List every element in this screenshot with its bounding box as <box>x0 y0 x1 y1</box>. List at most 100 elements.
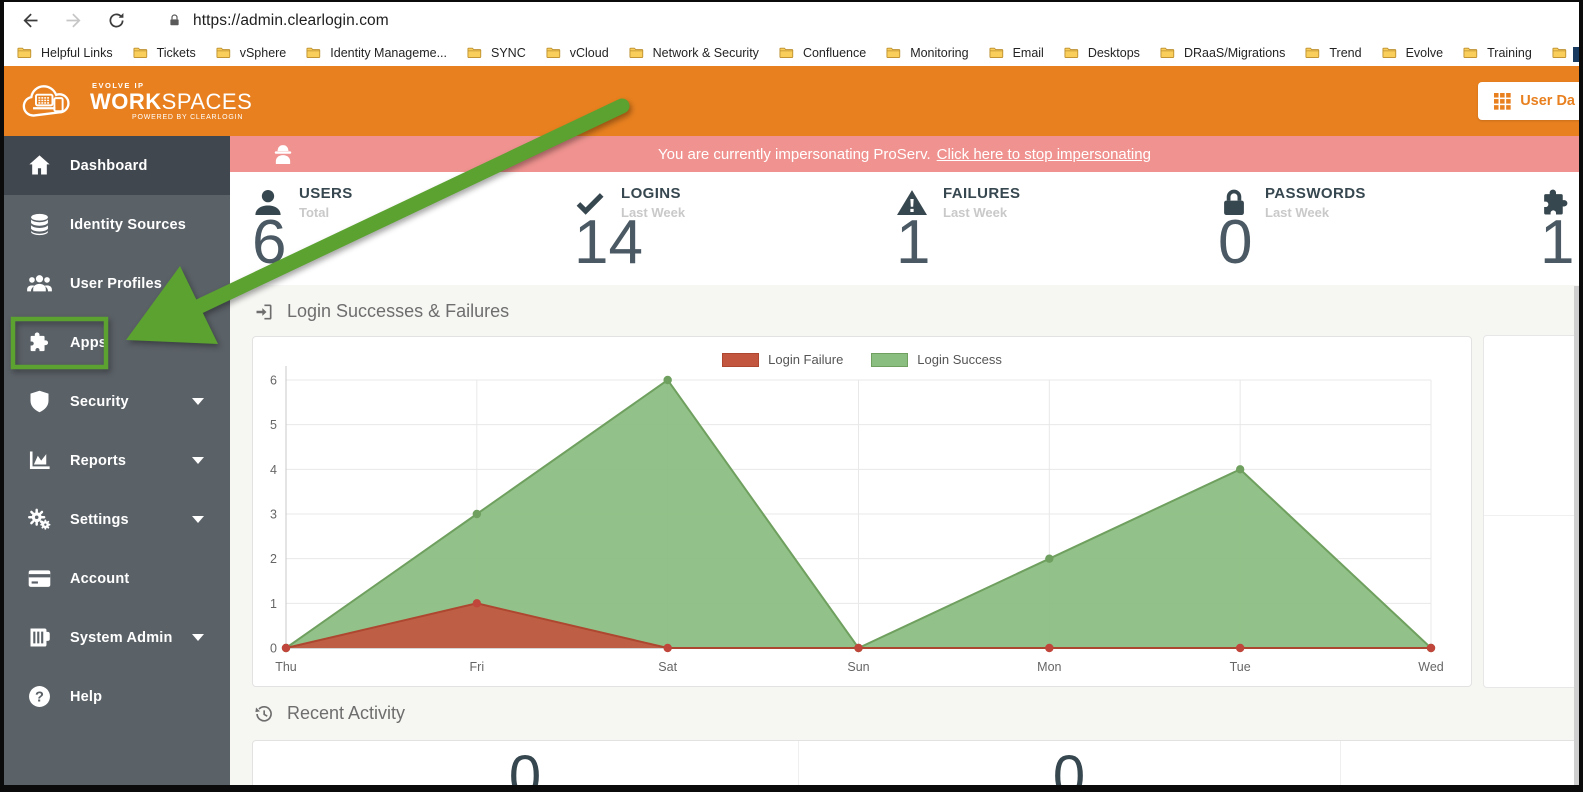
bookmark-label: vCloud <box>569 45 609 60</box>
login-area-chart: 0 1 2 3 4 5 6 Thu Fri Sat Sun Mon Tue Wed <box>270 366 1444 674</box>
folder-icon <box>466 45 483 60</box>
svg-text:2: 2 <box>270 552 277 566</box>
user-dashboard-button[interactable]: User Da <box>1478 82 1579 120</box>
svg-text:Sat: Sat <box>658 660 677 674</box>
folder-icon <box>215 45 232 60</box>
sidebar-item-dashboard[interactable]: Dashboard <box>4 136 230 195</box>
svg-text:Fri: Fri <box>470 660 485 674</box>
bookmark-folder[interactable]: Network & Security <box>628 45 759 60</box>
folder-icon <box>132 45 149 60</box>
sidebar-item-help[interactable]: ? Help <box>4 667 230 726</box>
cloud-devices-icon <box>20 77 82 125</box>
chevron-down-icon <box>192 634 204 641</box>
home-icon <box>26 152 53 179</box>
legend-label: Login Success <box>917 352 1002 367</box>
bookmark-label: vSphere <box>239 45 287 60</box>
sidebar-item-security[interactable]: Security <box>4 372 230 431</box>
spy-icon <box>270 141 296 167</box>
folder-icon <box>1304 45 1321 60</box>
page-scrollbar[interactable] <box>1574 286 1579 785</box>
bookmark-folder[interactable]: Confluence <box>778 45 866 60</box>
sidebar-item-user-profiles[interactable]: User Profiles <box>4 254 230 313</box>
sidebar-item-account[interactable]: Account <box>4 549 230 608</box>
sidebar-item-label: Security <box>70 393 129 410</box>
svg-text:1: 1 <box>270 597 277 611</box>
stat-value: 0 <box>1218 208 1253 277</box>
legend-swatch <box>722 352 760 367</box>
folder-icon <box>305 45 322 60</box>
stat-passwords: PASSWORDS Last Week 0 <box>1216 172 1538 285</box>
folder-icon <box>628 45 645 60</box>
stat-value: 1 <box>1540 208 1575 277</box>
history-icon <box>254 704 274 724</box>
sidebar-item-label: User Profiles <box>70 275 163 292</box>
warning-icon <box>894 185 930 221</box>
partial-bookmark-icon[interactable] <box>1573 47 1579 62</box>
impersonation-message: You are currently impersonating ProServ. <box>658 145 931 163</box>
bookmark-folder[interactable]: Tickets <box>132 45 196 60</box>
sidebar-item-settings[interactable]: Settings <box>4 490 230 549</box>
bookmark-label: Network & Security <box>652 45 759 60</box>
grid-icon <box>1494 92 1511 110</box>
legend-item[interactable]: Login Failure <box>722 352 843 367</box>
database-icon <box>26 211 53 238</box>
bookmark-folder[interactable]: Trend <box>1304 45 1362 60</box>
sidebar-item-apps[interactable]: Apps <box>4 313 230 372</box>
chart-section-title: Login Successes & Failures <box>254 301 1579 322</box>
bookmark-folder[interactable]: Email <box>988 45 1044 60</box>
stat-sublabel: Total <box>299 205 330 220</box>
sidebar-item-label: Help <box>70 688 103 705</box>
stat-failures: FAILURES Last Week 1 <box>894 172 1216 285</box>
svg-text:6: 6 <box>270 374 277 388</box>
dashboard-page: Login Successes & Failures Login Failure… <box>230 285 1579 785</box>
stats-row: USERS Total 6 LOGINS Last Week 14 FAILURES Last… <box>230 172 1579 285</box>
login-chart-card: Login Failure Login Success 0 1 2 3 4 5 6 Thu Fri… <box>252 336 1472 687</box>
bookmark-label: SYNC <box>491 45 526 60</box>
bookmark-label: Confluence <box>802 45 867 60</box>
bookmark-folder[interactable]: Desktops <box>1063 45 1140 60</box>
gears-icon <box>26 506 53 533</box>
logo-evolve-text: EVOLVE IP <box>92 81 145 91</box>
bookmark-folder[interactable]: Monitoring <box>885 45 969 60</box>
bookmark-label: Desktops <box>1087 45 1140 60</box>
stat-sublabel: Last Week <box>943 205 1008 220</box>
sidebar-item-identity-sources[interactable]: Identity Sources <box>4 195 230 254</box>
legend-item[interactable]: Login Success <box>871 352 1002 367</box>
url-text[interactable]: https://admin.clearlogin.com <box>193 11 389 29</box>
stat-value: 14 <box>574 208 643 277</box>
stat-sublabel: Last Week <box>621 205 686 220</box>
svg-text:Sun: Sun <box>847 660 869 674</box>
bookmarks-bar: Helpful Links Tickets vSphere Identity Mana… <box>4 39 1579 66</box>
bookmark-folder[interactable]: Identity Manageme... <box>305 45 447 60</box>
folder-icon <box>988 45 1005 60</box>
sidebar-item-system-admin[interactable]: System Admin <box>4 608 230 667</box>
back-arrow-icon[interactable] <box>20 10 41 31</box>
bookmark-folder[interactable]: Evolve <box>1381 45 1443 60</box>
bookmark-folder[interactable]: Helpful Links <box>16 45 113 60</box>
forward-arrow-icon[interactable] <box>63 10 84 31</box>
stat-value: 1 <box>896 208 931 277</box>
sidebar-item-label: System Admin <box>70 629 173 646</box>
recent-activity-count: 0 <box>508 744 542 792</box>
stop-impersonating-link[interactable]: Click here to stop impersonating <box>936 145 1151 163</box>
bookmark-folder[interactable]: SYNC <box>466 45 526 60</box>
bookmark-folder[interactable]: vSphere <box>215 45 287 60</box>
sidebar-item-label: Apps <box>70 334 108 351</box>
stat-users: USERS Total 6 <box>250 172 572 285</box>
shield-icon <box>26 388 53 415</box>
bookmark-folder[interactable]: DRaaS/Migrations <box>1159 45 1285 60</box>
sidebar-item-label: Account <box>70 570 130 587</box>
folder-icon <box>885 45 902 60</box>
refresh-icon[interactable] <box>106 10 127 31</box>
divider <box>1484 515 1579 516</box>
svg-text:3: 3 <box>270 508 277 522</box>
svg-text:5: 5 <box>270 418 277 432</box>
address-bar[interactable]: https://admin.clearlogin.com <box>167 12 389 30</box>
sidebar-item-reports[interactable]: Reports <box>4 431 230 490</box>
bookmark-folder[interactable]: Training <box>1462 45 1532 60</box>
stat-label: FAILURES <box>943 185 1021 202</box>
bookmark-folder[interactable]: vCloud <box>545 45 609 60</box>
sidebar-item-label: Settings <box>70 511 129 528</box>
recent-section-title: Recent Activity <box>254 703 1579 724</box>
